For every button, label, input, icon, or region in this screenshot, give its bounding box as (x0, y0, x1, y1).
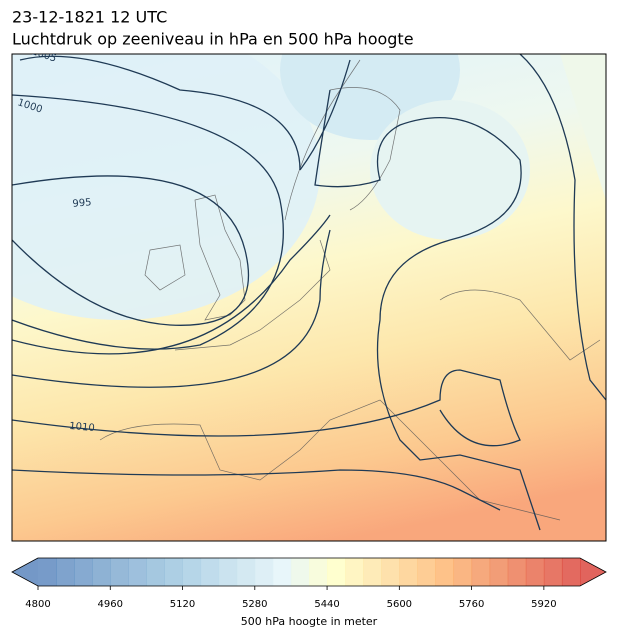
colorbar-tick-label: 5920 (531, 599, 556, 610)
contour-label: 995 (72, 197, 92, 210)
colorbar-segment (164, 558, 184, 586)
colorbar-segment (236, 558, 256, 586)
map (12, 54, 606, 541)
colorbar-segment (110, 558, 129, 586)
colorbar-segment (38, 558, 57, 586)
colorbar-segment (272, 558, 292, 586)
colorbar-segment (74, 558, 93, 586)
map-frame (11, 53, 607, 542)
colorbar-segment (254, 558, 274, 586)
colorbar-segment (327, 558, 346, 586)
colorbar-tick-label: 4960 (98, 599, 123, 610)
colorbar-segment (543, 558, 563, 586)
colorbar-label: 500 hPa hoogte in meter (241, 615, 378, 628)
colorbar-segment (92, 558, 111, 586)
subtitle: Luchtdruk op zeeniveau in hPa en 500 hPa… (12, 30, 414, 49)
colorbar: 4800 4960 5120 5280 5440 5600 5760 5920 (11, 557, 607, 610)
colorbar-segment (525, 558, 545, 586)
colorbar-segment (56, 558, 75, 586)
colorbar-segment (399, 558, 418, 586)
colorbar-segment (435, 558, 455, 586)
colorbar-segment (471, 558, 491, 586)
colorbar-tick-label: 5760 (459, 599, 484, 610)
colorbar-segment (200, 558, 220, 586)
colorbar-segment (309, 558, 328, 586)
colorbar-tick-label: 5280 (242, 599, 267, 610)
colorbar-segment (345, 558, 364, 586)
colorbar-tick-label: 5600 (387, 599, 412, 610)
colorbar-tick-label: 5440 (314, 599, 339, 610)
colorbar-segment (146, 558, 165, 586)
colorbar-outline (11, 557, 607, 587)
colorbar-segment (417, 558, 436, 586)
colorbar-segment (218, 558, 238, 586)
colorbar-segment (363, 558, 382, 586)
contour-label: 1010 (69, 421, 95, 434)
colorbar-segment (290, 558, 310, 586)
colorbar-segment (507, 558, 527, 586)
colorbar-segment (489, 558, 509, 586)
colorbar-segment (561, 558, 581, 586)
colorbar-tick-label: 5120 (170, 599, 195, 610)
colorbar-extend-high (580, 558, 606, 586)
colorbar-extend-low (12, 558, 38, 586)
colorbar-segment (453, 558, 473, 586)
colorbar-segment (182, 558, 202, 586)
colorbar-segment (128, 558, 147, 586)
colorbar-tick-label: 4800 (25, 599, 50, 610)
contour-label: 1005 (30, 46, 58, 64)
title: 23-12-1821 12 UTC (12, 8, 167, 27)
colorbar-segment (381, 558, 400, 586)
